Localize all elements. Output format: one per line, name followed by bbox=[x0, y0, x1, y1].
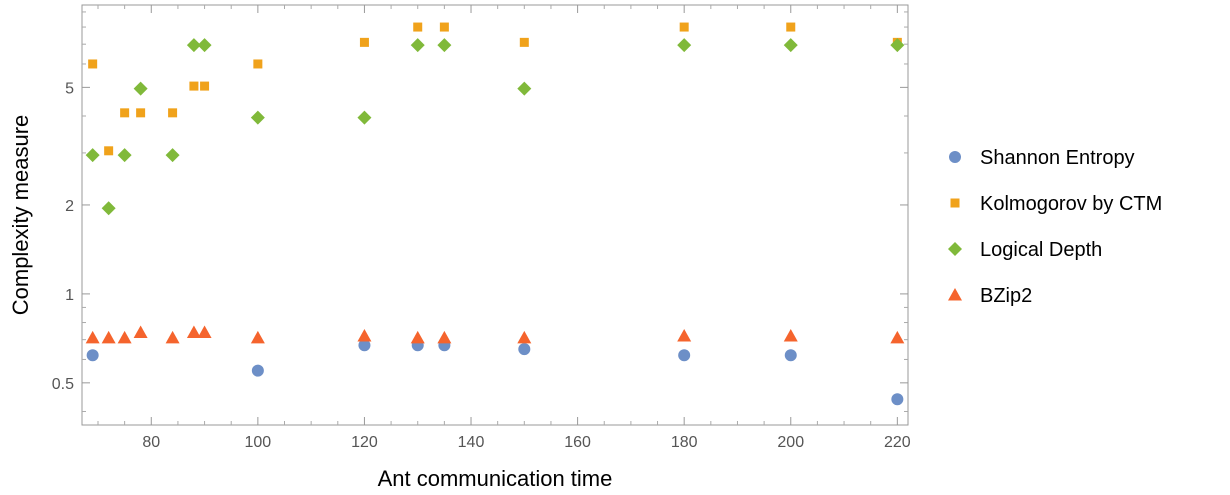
triangle-point bbox=[677, 329, 692, 342]
x-tick-label: 220 bbox=[884, 434, 911, 451]
triangle-point bbox=[117, 330, 132, 344]
triangle-point bbox=[186, 325, 201, 339]
circle-point bbox=[784, 349, 797, 362]
plot-frame bbox=[81, 4, 909, 426]
x-tick-label: 100 bbox=[245, 434, 272, 451]
legend-label: BZip2 bbox=[980, 285, 1032, 307]
diamond-point bbox=[517, 81, 532, 96]
legend-item: Kolmogorov by CTM bbox=[950, 193, 1162, 215]
triangle-point bbox=[197, 325, 212, 339]
diamond-point bbox=[101, 201, 116, 216]
legend-label: Kolmogorov by CTM bbox=[980, 193, 1162, 215]
legend-diamond-icon bbox=[948, 242, 962, 256]
circle-point bbox=[358, 339, 371, 352]
legend-label: Shannon Entropy bbox=[980, 147, 1135, 169]
triangle-point bbox=[165, 330, 180, 344]
legend-triangle-icon bbox=[948, 288, 962, 301]
square-point bbox=[519, 37, 529, 47]
data-points bbox=[85, 22, 905, 406]
y-tick-label: 5 bbox=[65, 80, 74, 97]
square-point bbox=[359, 37, 369, 47]
square-point bbox=[679, 22, 689, 32]
square-point bbox=[439, 22, 449, 32]
square-point bbox=[253, 59, 263, 69]
diamond-point bbox=[165, 148, 180, 163]
x-tick-label: 140 bbox=[458, 434, 485, 451]
circle-point bbox=[251, 364, 264, 377]
triangle-point bbox=[517, 330, 532, 344]
x-tick-label: 160 bbox=[564, 434, 591, 451]
series-3 bbox=[85, 38, 905, 216]
triangle-point bbox=[357, 329, 372, 342]
diamond-point bbox=[783, 38, 798, 53]
legend-item: BZip2 bbox=[948, 285, 1032, 307]
legend-item: Shannon Entropy bbox=[949, 147, 1135, 169]
diamond-point bbox=[677, 38, 692, 53]
x-axis-title: Ant communication time bbox=[378, 466, 613, 491]
triangle-point bbox=[133, 325, 148, 339]
triangle-point bbox=[250, 330, 265, 344]
triangle-point bbox=[410, 330, 425, 344]
diamond-point bbox=[410, 38, 425, 53]
x-tick-label: 180 bbox=[671, 434, 698, 451]
y-tick-label: 0.5 bbox=[52, 376, 74, 393]
diamond-point bbox=[133, 81, 148, 96]
square-point bbox=[786, 22, 796, 32]
y-axis-title: Complexity measure bbox=[8, 115, 33, 316]
y-tick-label: 1 bbox=[65, 287, 74, 304]
series-1 bbox=[86, 339, 904, 406]
x-tick-label: 120 bbox=[351, 434, 378, 451]
square-point bbox=[136, 108, 146, 118]
square-point bbox=[88, 59, 98, 69]
triangle-point bbox=[101, 330, 116, 344]
legend-item: Logical Depth bbox=[948, 239, 1102, 261]
x-tick-label: 200 bbox=[777, 434, 804, 451]
square-point bbox=[189, 81, 199, 91]
diamond-point bbox=[186, 38, 201, 53]
circle-point bbox=[678, 349, 691, 362]
triangle-point bbox=[783, 329, 798, 342]
square-point bbox=[200, 81, 210, 91]
axis-tick-labels: 80 100 120 140 160 180 200 220 0.5 1 2 5 bbox=[52, 80, 911, 451]
diamond-point bbox=[890, 38, 905, 53]
diamond-point bbox=[437, 38, 452, 53]
legend-circle-icon bbox=[949, 151, 961, 163]
circle-point bbox=[891, 393, 904, 406]
axis-ticks bbox=[82, 5, 908, 425]
triangle-point bbox=[437, 330, 452, 344]
legend: Shannon Entropy Kolmogorov by CTM Logical … bbox=[948, 147, 1162, 307]
triangle-point bbox=[890, 330, 905, 344]
circle-point bbox=[518, 343, 531, 356]
diamond-point bbox=[117, 148, 132, 163]
legend-label: Logical Depth bbox=[980, 239, 1102, 261]
diamond-point bbox=[357, 110, 372, 125]
square-point bbox=[168, 108, 178, 118]
square-point bbox=[104, 146, 114, 156]
diamond-point bbox=[197, 38, 212, 53]
y-tick-label: 2 bbox=[65, 198, 74, 215]
square-point bbox=[120, 108, 130, 118]
series-2 bbox=[88, 22, 902, 156]
diamond-point bbox=[85, 148, 100, 163]
square-point bbox=[413, 22, 423, 32]
triangle-point bbox=[85, 330, 100, 344]
diamond-point bbox=[250, 110, 265, 125]
legend-square-icon bbox=[950, 198, 960, 208]
x-tick-label: 80 bbox=[142, 434, 160, 451]
series-4 bbox=[85, 325, 905, 344]
circle-point bbox=[86, 349, 99, 362]
